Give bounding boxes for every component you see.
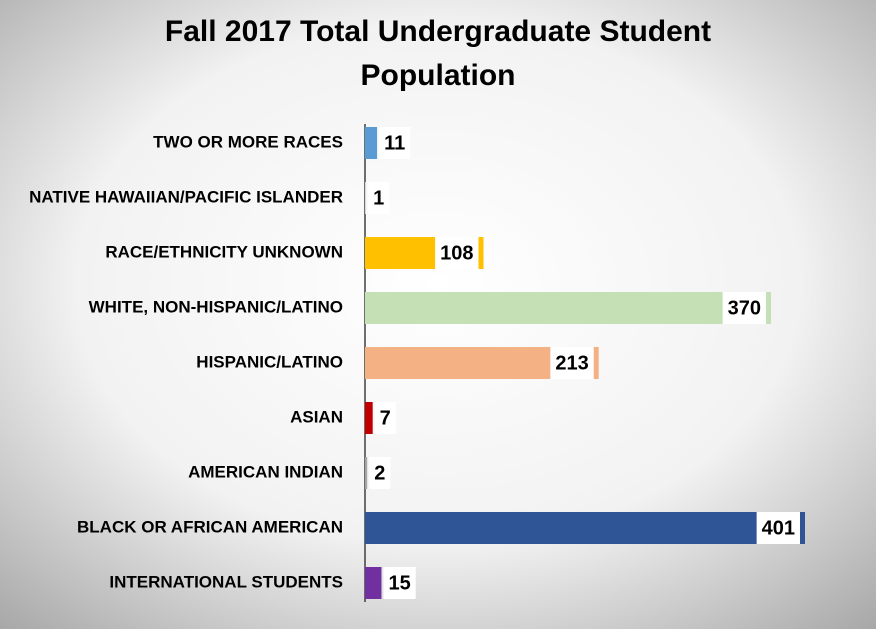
bar [365,292,771,324]
y-tick-label: TWO OR MORE RACES [153,132,343,151]
value-label-box [368,182,390,214]
y-tick-label: HISPANIC/LATINO [196,352,343,371]
value-label: 370 [728,297,761,319]
bar [365,512,805,544]
y-tick-label: NATIVE HAWAIIAN/PACIFIC ISLANDER [29,187,343,206]
value-label: 2 [374,462,385,484]
y-tick-label: BLACK OR AFRICAN AMERICAN [77,517,343,536]
value-label: 15 [388,572,410,594]
bar [365,402,373,434]
y-tick-label: ASIAN [290,407,343,426]
y-tick-label: AMERICAN INDIAN [188,462,343,481]
bar [365,182,367,214]
value-label-box [550,347,594,379]
value-label-box [374,402,396,434]
y-tick-label: RACE/ETHNICITY UNKNOWN [105,242,343,261]
value-label: 1 [373,187,384,209]
y-tick-label: INTERNATIONAL STUDENTS [109,572,343,591]
chart-title: Fall 2017 Total Undergraduate Student Po… [164,15,712,92]
value-label-box [379,127,411,159]
bar [365,457,368,489]
value-label-box [369,457,391,489]
value-label-box [383,567,416,599]
value-label: 11 [384,132,405,154]
value-label-box [435,237,479,269]
value-label: 108 [440,242,473,264]
value-label: 213 [555,352,588,374]
y-tick-label: WHITE, NON-HISPANIC/LATINO [89,297,343,316]
bar [365,567,382,599]
value-label: 401 [762,517,795,539]
value-label: 7 [380,407,391,429]
value-label-box [722,292,766,324]
value-label-box [756,512,800,544]
bar [365,127,378,159]
